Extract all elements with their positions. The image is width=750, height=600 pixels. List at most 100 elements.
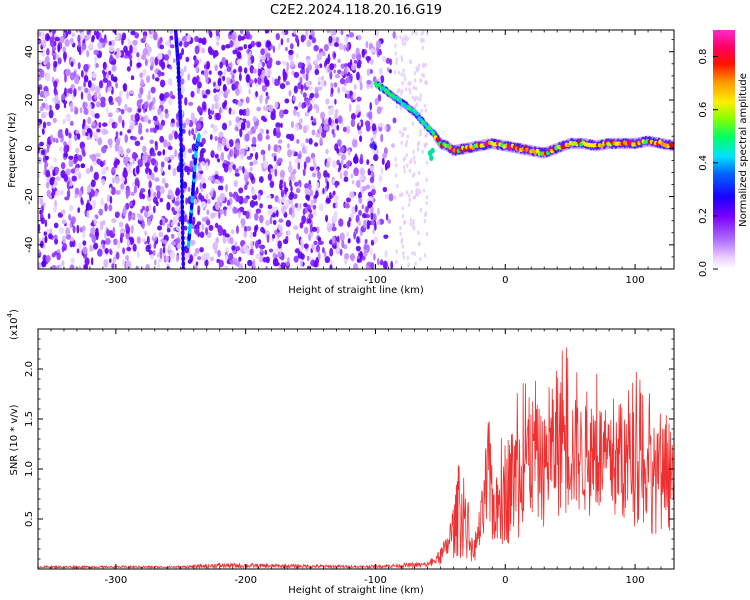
noise-speck <box>255 208 262 214</box>
noise-speck <box>330 87 334 94</box>
noise-speck <box>321 130 327 138</box>
noise-speck <box>169 65 173 70</box>
noise-speck <box>389 58 393 66</box>
noise-speck <box>288 207 293 216</box>
noise-speck <box>367 200 373 208</box>
noise-speck <box>343 44 346 52</box>
snr-scale-prefix: (x10 <box>9 317 20 340</box>
noise-speck <box>38 72 42 81</box>
noise-speck <box>97 248 103 257</box>
noise-speck <box>294 111 299 116</box>
noise-speck <box>139 191 144 200</box>
noise-speck <box>425 160 429 165</box>
noise-speck <box>185 56 190 63</box>
noise-speck <box>325 197 331 204</box>
noise-speck <box>371 188 376 196</box>
noise-speck <box>277 139 283 144</box>
noise-speck <box>169 30 173 35</box>
noise-speck <box>297 153 302 160</box>
noise-speck <box>43 91 48 98</box>
noise-speck <box>415 102 419 107</box>
noise-speck <box>217 93 221 101</box>
noise-speck <box>45 181 50 189</box>
noise-speck <box>189 160 193 170</box>
noise-speck <box>104 203 108 212</box>
noise-speck <box>62 46 66 53</box>
noise-speck <box>265 160 269 168</box>
noise-speck <box>201 101 207 111</box>
noise-speck <box>404 143 408 148</box>
noise-speck <box>304 111 310 117</box>
noise-speck <box>425 80 429 86</box>
snr-scale-exponent: 4 <box>6 312 14 317</box>
noise-speck <box>77 62 81 70</box>
noise-speck <box>102 61 107 70</box>
noise-speck <box>403 164 406 170</box>
noise-speck <box>152 232 157 239</box>
noise-speck <box>98 208 104 216</box>
noise-speck <box>369 248 373 256</box>
noise-speck <box>165 255 170 263</box>
noise-speck <box>305 80 311 88</box>
noise-speck <box>238 256 242 262</box>
noise-speck <box>385 213 389 221</box>
noise-speck <box>408 193 411 198</box>
noise-speck <box>380 75 385 84</box>
noise-speck <box>132 243 137 252</box>
noise-speck <box>259 203 263 209</box>
track-dot <box>181 255 185 262</box>
noise-speck <box>230 229 235 235</box>
noise-speck <box>334 143 339 152</box>
noise-speck <box>225 184 228 193</box>
snr-panel: -300 -200 -100 0 100 0.5 1.0 1.5 2.0 Height of … <box>6 309 675 596</box>
noise-speck <box>355 103 361 113</box>
noise-speck <box>68 159 74 168</box>
noise-speck <box>192 216 196 224</box>
noise-speck <box>164 91 170 99</box>
noise-speck <box>118 221 124 228</box>
noise-speck <box>421 30 425 34</box>
noise-speck <box>88 103 92 112</box>
noise-speck <box>370 205 374 214</box>
noise-speck <box>73 70 77 78</box>
noise-speck <box>276 252 282 258</box>
noise-speck <box>187 186 191 192</box>
noise-speck <box>346 231 350 238</box>
noise-speck <box>243 43 248 50</box>
noise-speck <box>91 234 97 244</box>
noise-speck <box>41 205 44 214</box>
noise-speck <box>401 41 405 47</box>
noise-speck <box>84 257 90 266</box>
noise-speck <box>340 154 347 161</box>
noise-speck <box>54 36 61 42</box>
noise-speck <box>214 136 218 142</box>
noise-speck <box>396 183 399 189</box>
noise-speck <box>308 137 313 145</box>
noise-speck <box>400 72 403 77</box>
noise-speck <box>126 239 131 247</box>
noise-speck <box>414 261 417 266</box>
noise-speck <box>91 121 96 127</box>
noise-speck <box>214 102 219 110</box>
track-dot <box>179 126 183 133</box>
noise-speck <box>170 118 175 124</box>
noise-speck <box>423 218 427 224</box>
noise-speck <box>95 152 101 158</box>
noise-speck <box>422 64 425 69</box>
noise-speck <box>377 258 380 266</box>
noise-speck <box>232 164 236 170</box>
noise-speck <box>340 30 344 36</box>
noise-speck <box>412 155 416 161</box>
noise-speck <box>99 221 105 226</box>
noise-speck <box>325 98 330 105</box>
noise-speck <box>228 252 234 261</box>
noise-speck <box>71 175 77 182</box>
noise-speck <box>97 92 102 101</box>
noise-speck <box>157 225 163 231</box>
noise-speck <box>353 263 359 269</box>
noise-speck <box>97 137 103 146</box>
noise-speck <box>217 70 223 76</box>
noise-speck <box>311 37 317 44</box>
noise-speck <box>411 31 414 36</box>
track-dot <box>179 162 184 169</box>
